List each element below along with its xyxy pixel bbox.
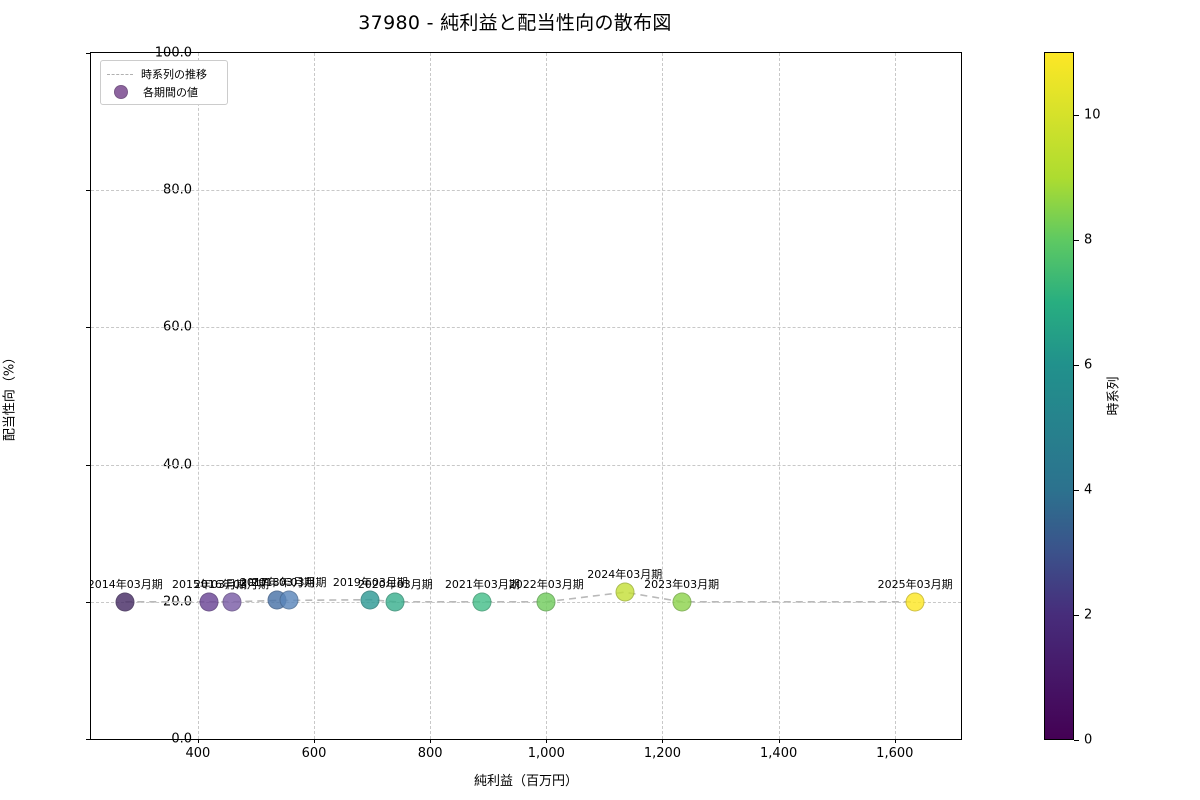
colorbar-tick-label: 4 — [1084, 482, 1093, 498]
gridline-vertical — [778, 53, 780, 739]
data-point-marker[interactable] — [536, 592, 556, 612]
data-point-marker[interactable] — [472, 592, 492, 612]
legend-label-trend: 時系列の推移 — [141, 68, 207, 81]
y-tick-mark — [86, 601, 90, 603]
colorbar-tick-mark — [1074, 614, 1079, 616]
gridline-vertical — [197, 53, 199, 739]
y-axis-title: 配当性向（%） — [2, 350, 18, 442]
x-tick-mark — [314, 739, 316, 743]
data-point-marker[interactable] — [905, 592, 925, 612]
data-point-label: 2015年03月期 — [171, 577, 247, 591]
legend-item-points: 各期間の値 — [107, 83, 221, 101]
data-point-label: 2023年03月期 — [644, 577, 720, 591]
colorbar-tick-mark — [1074, 364, 1079, 366]
data-point-label: 2022年03月期 — [508, 577, 584, 591]
x-tick-label: 800 — [417, 746, 443, 761]
data-point-marker[interactable] — [672, 592, 692, 612]
x-tick-label: 1,600 — [876, 746, 914, 761]
colorbar-tick-mark — [1074, 489, 1079, 491]
data-point-label: 2016年03月期 — [194, 577, 270, 591]
dashed-line-icon — [107, 73, 133, 75]
data-point-label: 2024年03月期 — [587, 568, 663, 582]
x-tick-label: 600 — [301, 746, 327, 761]
colorbar-tick-label: 6 — [1084, 357, 1093, 373]
data-point-label: 2014年03月期 — [91, 577, 163, 591]
gridline-vertical — [662, 53, 664, 739]
x-tick-label: 1,000 — [527, 746, 565, 761]
x-tick-mark — [894, 739, 896, 743]
colorbar-tick-label: 0 — [1084, 732, 1093, 748]
gridline-vertical — [314, 53, 316, 739]
colorbar-tick-label: 2 — [1084, 607, 1093, 623]
timeseries-trend-line — [125, 591, 916, 603]
legend: 時系列の推移 各期間の値 — [100, 60, 228, 105]
x-tick-label: 1,200 — [643, 746, 682, 761]
data-point-label: 2020年03月期 — [357, 577, 433, 591]
data-point-label: 2017年03月期 — [239, 576, 315, 590]
data-point-label: 2025年03月期 — [877, 577, 953, 591]
data-point-marker[interactable] — [115, 592, 135, 612]
data-point-label: 2018年03月期 — [251, 576, 327, 590]
colorbar-gradient — [1044, 52, 1074, 740]
trend-polyline — [125, 591, 916, 603]
legend-item-trend: 時系列の推移 — [107, 65, 221, 83]
data-point-marker[interactable] — [199, 592, 219, 612]
colorbar-tick-mark — [1074, 239, 1079, 241]
data-point-label: 2021年03月期 — [444, 577, 520, 591]
gridline-vertical — [894, 53, 896, 739]
x-tick-mark — [546, 739, 548, 743]
gridline-vertical — [546, 53, 548, 739]
x-tick-mark — [430, 739, 432, 743]
y-tick-label: 100.0 — [154, 45, 192, 61]
y-tick-mark — [86, 53, 90, 54]
data-point-marker[interactable] — [222, 592, 242, 612]
circle-marker-icon — [114, 85, 128, 99]
data-point-marker[interactable] — [385, 592, 405, 612]
data-point-marker[interactable] — [615, 582, 635, 602]
data-point-label: 2019年03月期 — [332, 575, 408, 589]
plot-inner: 2014年03月期 2015年03月期 2016年03月期 2017年03月期 2018… — [91, 53, 961, 739]
gridline-horizontal — [91, 464, 961, 466]
colorbar-tick-label: 10 — [1084, 107, 1101, 123]
page-title: 37980 - 純利益と配当性向の散布図 — [358, 12, 672, 34]
y-tick-mark — [86, 190, 90, 192]
gridline-vertical — [430, 53, 432, 739]
gridline-horizontal — [91, 601, 961, 603]
plot-area: 2014年03月期 2015年03月期 2016年03月期 2017年03月期 2018… — [90, 52, 962, 740]
y-tick-mark — [86, 739, 90, 740]
data-point-marker[interactable] — [360, 590, 380, 610]
colorbar-tick-mark — [1074, 740, 1079, 741]
colorbar-tick-label: 8 — [1084, 232, 1093, 248]
y-tick-mark — [86, 464, 90, 466]
gridline-horizontal — [91, 190, 961, 192]
x-tick-label: 1,400 — [760, 746, 798, 761]
x-tick-mark — [197, 739, 199, 743]
colorbar-title: 時系列 — [1106, 376, 1122, 416]
y-tick-mark — [86, 327, 90, 329]
x-tick-label: 400 — [185, 746, 211, 761]
x-tick-mark — [662, 739, 664, 743]
x-tick-mark — [778, 739, 780, 743]
x-axis-title: 純利益（百万円） — [473, 774, 578, 789]
gridline-horizontal — [91, 327, 961, 329]
colorbar: 0 2 4 6 8 10 — [1044, 52, 1101, 748]
colorbar-tick-mark — [1074, 114, 1079, 116]
legend-label-points: 各期間の値 — [143, 86, 198, 99]
data-point-marker[interactable] — [279, 590, 299, 610]
